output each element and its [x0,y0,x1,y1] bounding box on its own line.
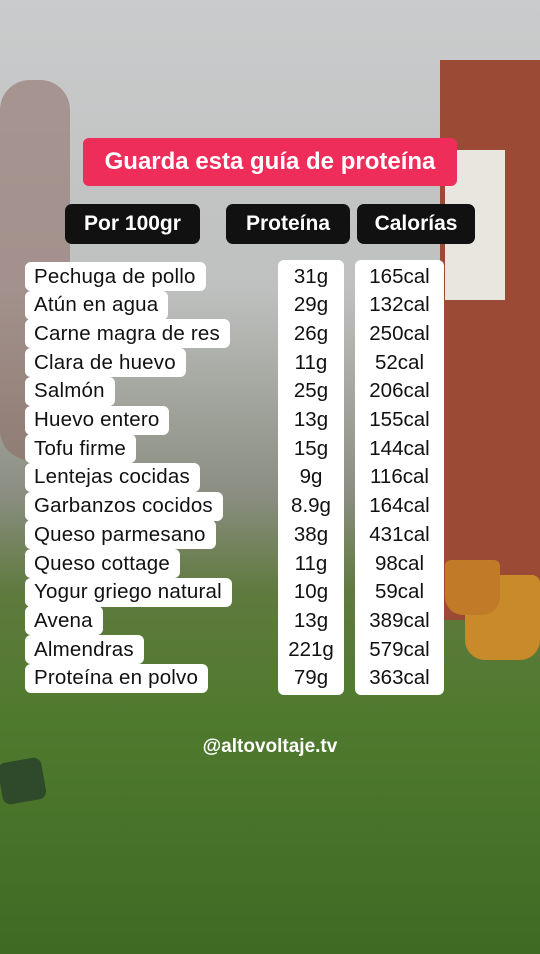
food-name: Carne magra de res [25,319,230,349]
calories: 363cal [369,666,430,690]
protein: 10g [293,580,329,604]
food-name: Proteína en polvo [25,663,209,693]
protein: 79g [293,666,329,690]
protein: 31g [293,264,329,288]
protein: 221g [288,637,334,661]
protein: 11g [294,551,328,575]
calories: 164cal [369,494,430,518]
food-name: Garbanzos cocidos [25,491,223,521]
header: Calorías [357,204,475,244]
pot [445,560,500,615]
food-name: Queso cottage [25,549,180,578]
food-name: Lentejas cocidas [25,462,200,492]
column-bg [355,260,444,695]
calories: 52cal [374,350,424,374]
calories: 165cal [369,264,430,288]
header: Proteína [226,204,350,244]
protein: 8.9g [291,494,331,518]
protein: 13g [293,408,329,431]
calories: 132cal [369,293,430,317]
food-name: Yogur griego natural [25,577,232,607]
protein: 11g [294,350,328,374]
protein: 25g [293,379,329,403]
calories: 579cal [369,637,430,661]
food-name: Almendras [25,635,144,665]
protein: 26g [293,321,329,345]
calories: 116cal [370,465,429,489]
column-bg [278,260,344,695]
protein: 13g [293,608,329,632]
food-name: Tofu firme [25,434,136,464]
object [0,756,48,806]
food-name: Queso parmesano [25,520,216,550]
calories: 389cal [369,608,430,632]
food-name: Avena [25,606,103,636]
calories: 98cal [374,551,424,575]
food-name: Pechuga de pollo [25,262,206,291]
food-name: Huevo entero [25,405,170,435]
food-name: Clara de huevo [25,348,186,378]
calories: 144cal [369,436,430,460]
calories: 250cal [369,321,430,345]
protein: 29g [293,293,329,317]
handle: @altovoltaje.tv [202,736,338,757]
protein: 38g [293,522,329,546]
calories: 59cal [374,580,424,604]
food-name: Salmón [25,376,115,406]
header: Por 100gr [65,204,200,244]
food-name: Atún en agua [25,290,169,320]
calories: 155cal [369,408,430,431]
title: Guarda esta guía de proteína [83,138,457,186]
calories: 431cal [369,522,430,546]
protein: 9g [299,465,323,489]
calories: 206cal [369,379,430,403]
protein: 15g [293,436,329,460]
